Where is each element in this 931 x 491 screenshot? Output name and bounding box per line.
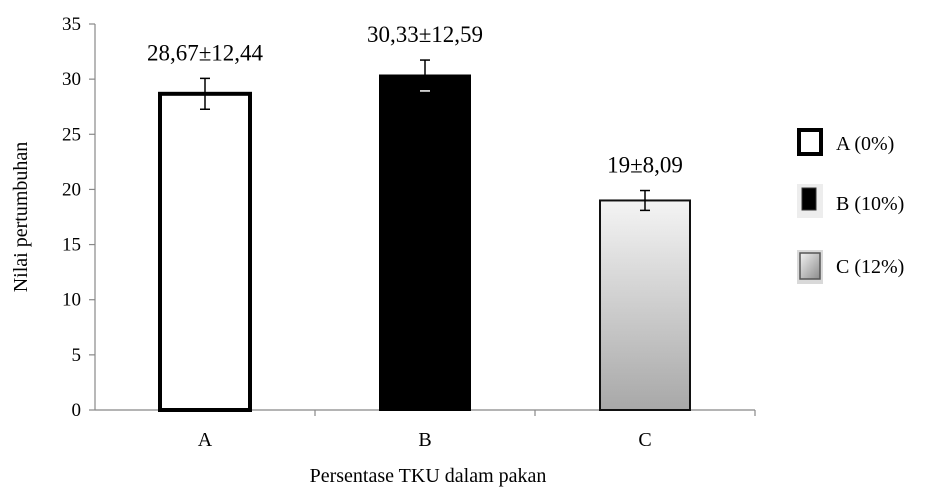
y-tick-label: 20 [62, 179, 81, 200]
data-label-a: 28,67±12,44 [147, 40, 264, 65]
bars [158, 74, 691, 413]
error-bar-c [640, 189, 650, 212]
y-axis-title: Nilai pertumbuhan [10, 142, 32, 293]
data-labels: 28,67±12,44 30,33±12,59 19±8,09 [147, 22, 683, 177]
legend-swatch-b [797, 184, 823, 218]
y-tick-label: 15 [62, 235, 81, 256]
plot-area: 0 5 10 15 20 25 30 35 A B C 28,67±12,44 30,33±12,5… [62, 14, 756, 451]
legend-swatch-a [797, 128, 823, 156]
y-tick-label: 5 [72, 345, 82, 366]
y-tick-label: 10 [62, 290, 81, 311]
error-bar-a [200, 77, 210, 111]
bar-b [379, 74, 471, 412]
error-bars [200, 59, 650, 212]
y-tick-label: 30 [62, 69, 81, 90]
legend-label-a: A (0%) [836, 133, 894, 155]
y-tick-label: 0 [72, 400, 82, 421]
data-label-c: 19±8,09 [607, 153, 683, 178]
bar-a [158, 91, 252, 413]
x-category-label: B [418, 429, 431, 451]
y-ticks: 0 5 10 15 20 25 30 35 [62, 14, 95, 421]
x-category-label: C [638, 429, 651, 451]
x-axis-title: Persentase TKU dalam pakan [310, 465, 547, 487]
x-category-label: A [198, 429, 213, 451]
legend-label-c: C (12%) [836, 256, 904, 278]
y-tick-label: 25 [62, 124, 81, 145]
x-categories: A B C [198, 410, 756, 451]
legend-swatch-c [797, 250, 823, 284]
legend: A (0%) B (10%) C (12%) [797, 128, 904, 284]
bar-c [599, 199, 691, 411]
data-label-b: 30,33±12,59 [367, 22, 483, 47]
legend-label-b: B (10%) [836, 193, 904, 215]
error-bar-b [420, 59, 430, 92]
y-tick-label: 35 [62, 14, 81, 35]
